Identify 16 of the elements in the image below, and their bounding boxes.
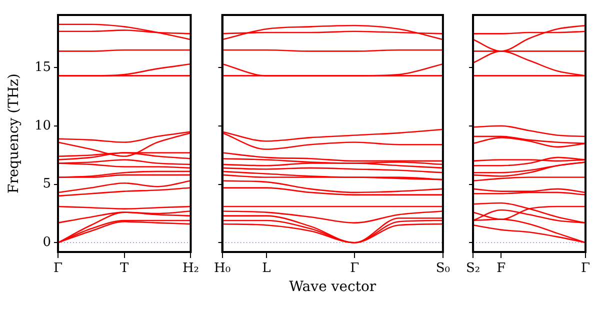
x-tick-label: S₀ xyxy=(436,261,450,276)
y-tick-label: 10 xyxy=(34,118,51,134)
x-tick-label: S₂ xyxy=(466,261,480,276)
y-tick-label: 5 xyxy=(42,176,51,192)
y-tick-label: 15 xyxy=(34,60,51,75)
y-axis-title: Frequency (THz) xyxy=(6,73,22,194)
x-tick-label: L xyxy=(262,261,272,276)
x-tick-label: Γ xyxy=(53,261,63,276)
x-tick-label: Γ xyxy=(580,261,590,276)
x-tick-label: F xyxy=(496,261,506,276)
x-tick-label: H₀ xyxy=(214,261,231,276)
x-tick-label: H₂ xyxy=(182,261,200,276)
x-tick-label: Γ xyxy=(350,261,360,276)
y-tick-label: 0 xyxy=(42,235,51,250)
x-tick-label: T xyxy=(120,261,130,276)
x-axis-title: Wave vector xyxy=(289,279,376,296)
